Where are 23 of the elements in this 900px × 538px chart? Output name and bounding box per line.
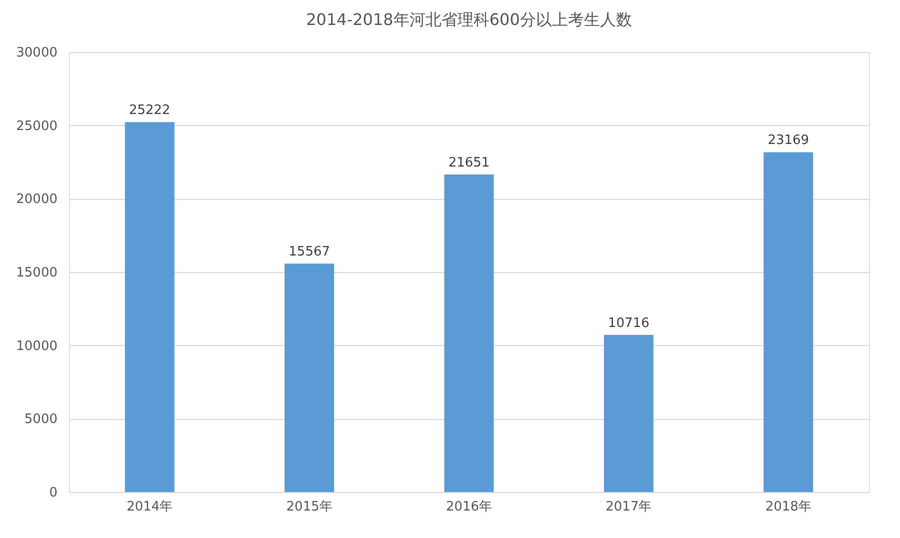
data-label: 15567 (288, 244, 330, 260)
x-tick-label: 2018年 (765, 500, 812, 514)
bar (604, 334, 654, 492)
x-tick-label: 2017年 (606, 500, 652, 514)
bar (764, 152, 814, 492)
x-tick-label: 2014年 (126, 500, 173, 514)
y-tick-label: 5000 (24, 412, 58, 428)
data-label: 25222 (128, 103, 170, 118)
data-label: 10716 (608, 316, 650, 331)
y-tick-label: 25000 (16, 118, 58, 134)
data-label: 23169 (768, 133, 810, 148)
y-tick-label: 0 (49, 486, 58, 500)
bar (124, 122, 174, 492)
x-tick-label: 2015年 (286, 500, 332, 514)
bar (284, 264, 334, 492)
bar (444, 174, 494, 492)
y-tick-label: 15000 (16, 266, 58, 280)
y-tick-label: 20000 (16, 192, 58, 208)
chart-title: 2014-2018年河北省理科600分以上考生人数 (306, 10, 632, 29)
x-tick-label: 2016年 (446, 500, 492, 514)
y-tick-label: 10000 (16, 338, 58, 354)
y-tick-label: 30000 (16, 46, 58, 60)
data-label: 21651 (448, 155, 490, 170)
